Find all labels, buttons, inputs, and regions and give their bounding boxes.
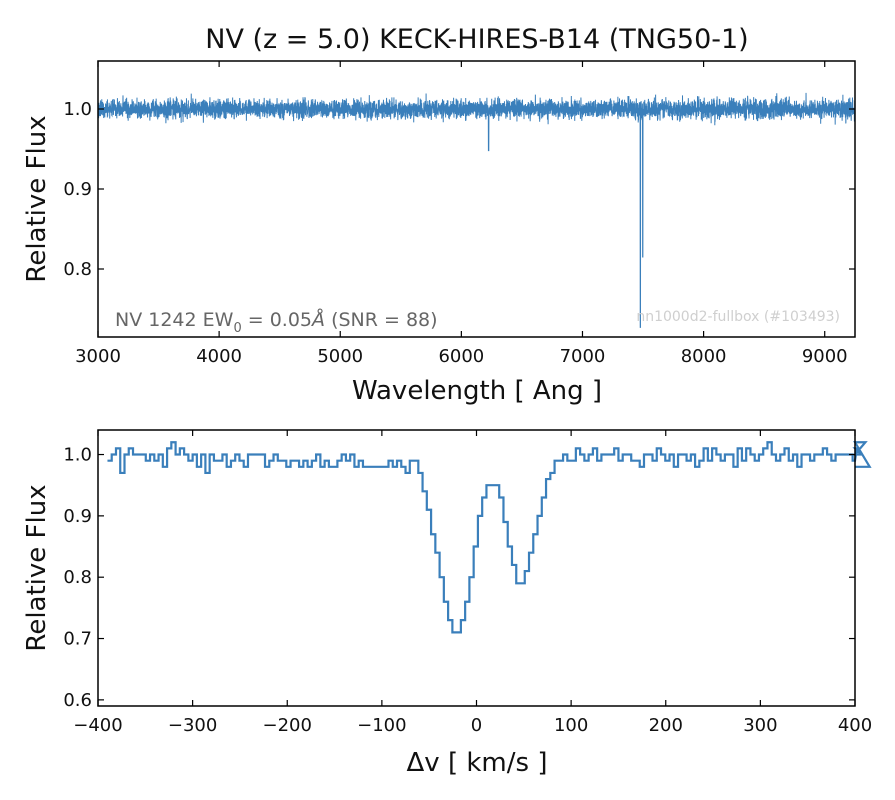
bottom-xtick-label: 0: [471, 715, 482, 736]
bottom-xtick-label: −200: [263, 715, 312, 736]
bottom-ylabel: Relative Flux: [22, 484, 52, 651]
bottom-xtick-label: 300: [743, 715, 777, 736]
top-plot-frame: [97, 60, 856, 338]
top-spectrum-line: [97, 92, 856, 328]
bottom-ytick-label: 0.6: [63, 690, 92, 711]
top-xtick-label: 9000: [802, 346, 848, 367]
top-xtick-label: 5000: [317, 346, 363, 367]
bottom-xtick-label: −100: [357, 715, 406, 736]
top-ew-annotation: NV 1242 EW0 = 0.05Å (SNR = 88): [115, 308, 438, 336]
bottom-ytick-label: 0.7: [63, 629, 92, 650]
bottom-xtick-label: 100: [554, 715, 588, 736]
top-xtick-label: 8000: [681, 346, 727, 367]
top-ticks: 3000 4000 5000 6000 7000 8000 9000 0.8 0.9 1.0: [63, 61, 855, 367]
top-panel: 3000 4000 5000 6000 7000 8000 9000 0.8 0.9 1.0 NV…: [22, 60, 856, 406]
bottom-xlabel: Δv [ km/s ]: [407, 748, 548, 778]
top-xtick-label: 4000: [196, 346, 242, 367]
top-ytick-label: 0.8: [63, 259, 92, 280]
bottom-xtick-label: 400: [838, 715, 872, 736]
top-xtick-label: 3000: [75, 346, 121, 367]
bottom-ytick-label: 0.8: [63, 567, 92, 588]
bottom-plot-frame: [97, 429, 856, 707]
bottom-ytick-label: 0.9: [63, 506, 92, 527]
bottom-ticks: −400 −300 −200 −100 0 100 200 300 400 0.6 0.7 0.8 0.…: [63, 430, 872, 736]
top-xlabel: Wavelength [ Ang ]: [352, 376, 602, 406]
top-xtick-label: 6000: [438, 346, 484, 367]
bottom-ytick-label: 1.0: [63, 445, 92, 466]
top-ytick-label: 0.9: [63, 179, 92, 200]
top-ytick-label: 1.0: [63, 99, 92, 120]
bottom-xtick-label: −400: [73, 715, 122, 736]
bottom-xtick-label: 200: [649, 715, 683, 736]
top-chart-title: NV (z = 5.0) KECK-HIRES-B14 (TNG50-1): [205, 24, 748, 55]
top-xtick-label: 7000: [560, 346, 606, 367]
bottom-panel: −400 −300 −200 −100 0 100 200 300 400 0.6 0.7 0.8 0.…: [22, 429, 872, 778]
top-watermark: nn1000d2-fullbox (#103493): [636, 309, 840, 325]
bottom-spectrum-step-line: [107, 441, 872, 634]
top-ylabel: Relative Flux: [22, 115, 52, 282]
bottom-xtick-label: −300: [168, 715, 217, 736]
